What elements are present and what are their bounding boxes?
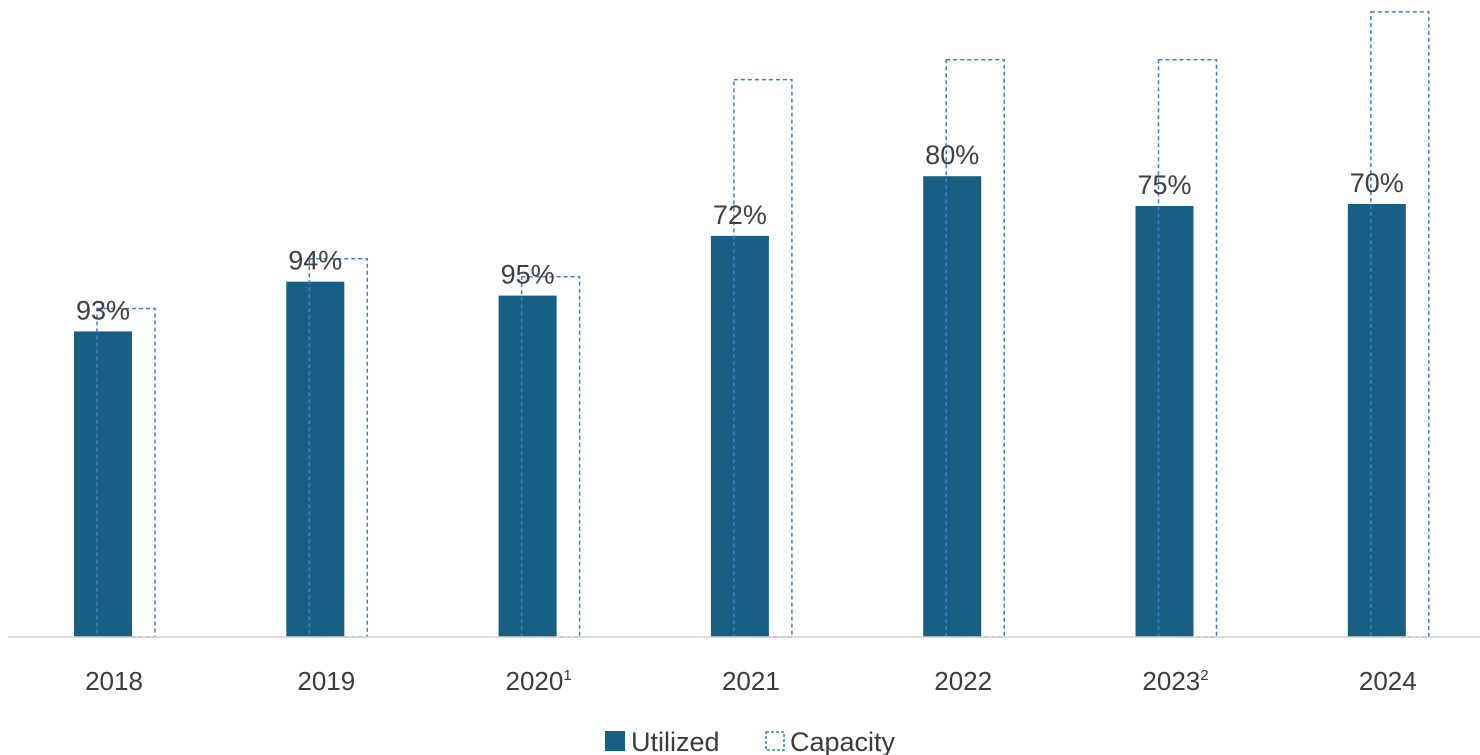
utilized-bar-2023 xyxy=(1135,206,1194,637)
x-tick-labels-layer: 2018 2019 20201 2021 2022 20232 2024 xyxy=(85,666,1417,696)
data-label-2021: 72% xyxy=(713,200,767,230)
capacity-bar-2024 xyxy=(1370,11,1430,638)
data-labels-layer: 93% 94% 95% 72% 80% 75% 70% xyxy=(76,140,1404,325)
data-label-2023: 75% xyxy=(1137,170,1191,200)
x-tick-label-2023: 20232 xyxy=(1142,666,1208,696)
utilized-bar-2021 xyxy=(710,235,769,637)
capacity-bar-2023 xyxy=(1157,58,1218,638)
legend: Utilized Capacity xyxy=(605,727,896,755)
x-tick-label-2021: 2021 xyxy=(722,666,780,696)
legend-capacity-label: Capacity xyxy=(790,727,896,755)
x-tick-label-2019: 2019 xyxy=(297,666,355,696)
data-label-2018: 93% xyxy=(76,295,130,325)
legend-utilized-swatch xyxy=(605,731,625,751)
utilized-bar-2022 xyxy=(923,176,982,637)
x-tick-label-2022: 2022 xyxy=(934,666,992,696)
utilized-bar-2024 xyxy=(1347,204,1406,637)
utilized-bar-2018 xyxy=(74,331,132,637)
legend-utilized-label: Utilized xyxy=(631,727,720,755)
capacity-bar-2022 xyxy=(945,58,1005,638)
legend-capacity-swatch xyxy=(765,731,785,751)
x-tick-label-2020: 20201 xyxy=(506,666,572,696)
data-label-2024: 70% xyxy=(1350,168,1404,198)
bars-layer xyxy=(74,11,1430,638)
utilized-bar-2020 xyxy=(498,295,557,637)
utilized-bar-2019 xyxy=(286,281,345,637)
data-label-2020: 95% xyxy=(501,260,555,290)
x-tick-label-2018: 2018 xyxy=(85,666,143,696)
x-tick-label-2024: 2024 xyxy=(1359,666,1417,696)
data-label-2022: 80% xyxy=(925,140,979,170)
capacity-bar-2020 xyxy=(520,275,581,638)
data-label-2019: 94% xyxy=(288,246,342,276)
